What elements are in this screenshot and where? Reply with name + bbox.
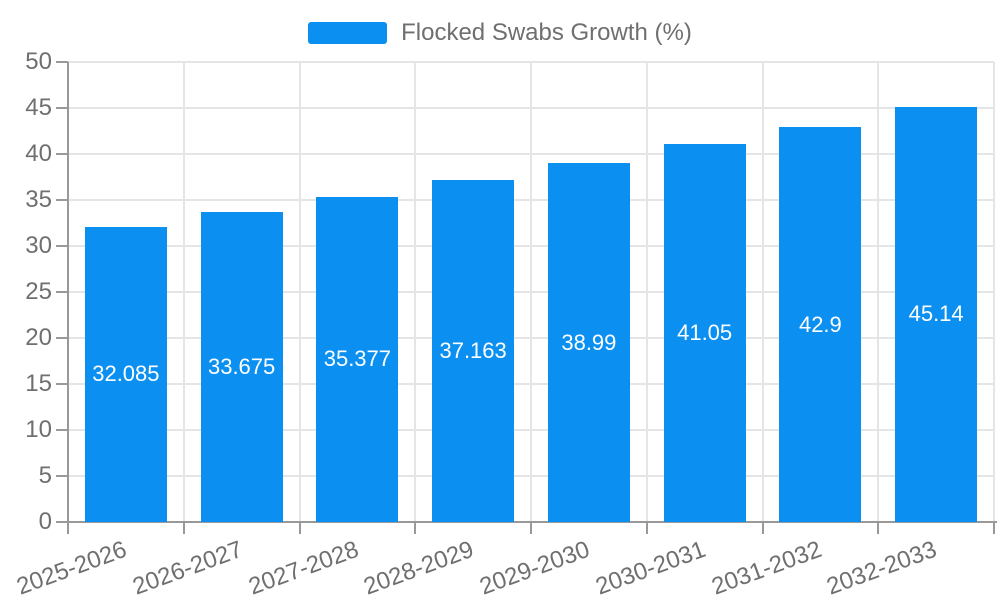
x-axis-tick-label: 2031-2032 [707,535,825,600]
bar-value-label: 45.14 [908,301,964,327]
bar[interactable]: 45.14 [895,106,978,522]
x-axis-tick-label: 2027-2028 [244,535,362,600]
x-axis-tick [877,522,880,534]
x-axis-tick [182,522,185,534]
x-axis-tick [298,522,301,534]
bar[interactable]: 41.05 [663,144,746,522]
vertical-gridline [182,62,185,522]
x-axis-tick-label: 2029-2030 [476,535,594,600]
x-axis-tick-label: 2026-2027 [128,535,247,600]
vertical-gridline [530,62,532,522]
bar-value-label: 32.085 [92,361,160,387]
vertical-gridline [645,62,648,522]
y-axis-tick-label: 45 [25,94,52,121]
y-axis-tick [56,199,68,201]
bar-value-label: 33.675 [207,354,276,380]
x-axis-tick [761,522,764,534]
x-axis-tick [414,522,417,534]
bar-value-label: 38.99 [561,329,617,355]
y-axis-tick-label: 30 [25,232,52,259]
legend-swatch [308,22,388,44]
vertical-gridline [761,62,764,522]
x-axis-tick-label: 2032-2033 [823,535,941,600]
bar-value-label: 35.377 [323,346,392,372]
y-axis-tick-label: 20 [25,324,52,351]
x-axis-tick-label: 2030-2031 [591,535,710,600]
y-axis-tick [56,475,68,477]
bar-value-label: 37.163 [439,338,507,364]
vertical-gridline [298,62,301,522]
bar-value-label: 41.05 [677,320,733,346]
y-axis-tick [56,337,68,339]
legend[interactable]: Flocked Swabs Growth (%) [0,20,1000,46]
bar[interactable]: 33.675 [200,212,283,522]
bar[interactable]: 38.99 [547,163,630,522]
y-axis-tick [56,429,68,431]
y-axis-tick [56,521,68,523]
y-axis-tick [56,61,68,63]
vertical-gridline [877,62,880,522]
x-axis-tick [645,522,648,534]
vertical-gridline [993,62,995,522]
y-axis-tick-label: 10 [25,416,52,443]
bar[interactable]: 32.085 [84,226,167,522]
vertical-gridline [414,62,417,522]
y-axis-tick [56,291,68,293]
y-axis-tick-label: 50 [25,48,52,75]
legend-label: Flocked Swabs Growth (%) [401,19,692,46]
x-axis-tick [993,522,995,534]
x-axis-tick-label: 2025-2026 [13,535,131,600]
y-axis-tick [56,383,68,385]
y-axis-line [67,62,69,522]
bar[interactable]: 37.163 [432,180,515,522]
y-axis-tick-label: 25 [25,278,52,305]
y-axis-tick-label: 35 [25,186,52,213]
y-axis-tick-label: 15 [25,370,52,397]
y-axis-tick [56,245,68,247]
y-axis-tick [56,107,68,109]
x-axis-line [67,521,997,523]
x-axis-tick [530,522,532,534]
y-axis-tick-label: 0 [38,508,52,535]
y-axis-tick-label: 40 [25,140,52,167]
bar[interactable]: 35.377 [316,196,399,522]
y-axis-tick [56,153,68,155]
x-axis-tick [67,522,69,534]
bar[interactable]: 42.9 [779,127,862,522]
x-axis-tick-label: 2028-2029 [360,535,478,600]
y-axis-tick-label: 5 [38,462,52,489]
bar-value-label: 42.9 [798,311,842,337]
